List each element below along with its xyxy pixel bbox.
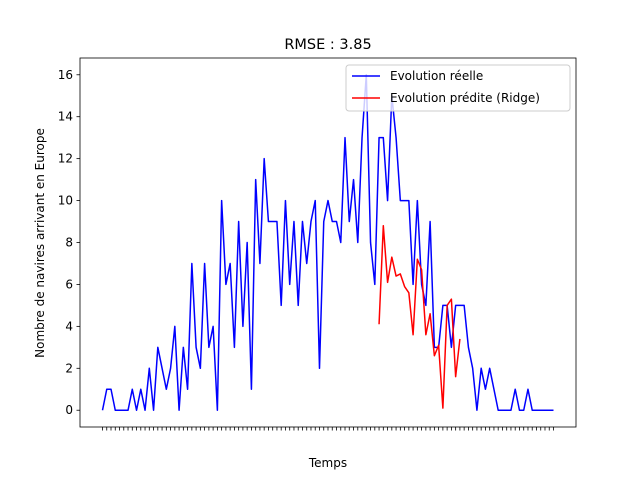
y-tick-label: 4 [65, 319, 73, 333]
x-axis-label: Temps [308, 456, 347, 470]
axes-layer: 0 2 4 6 8 10 12 14 16 [58, 57, 577, 431]
legend-frame [345, 64, 571, 112]
y-tick-label: 16 [58, 68, 73, 82]
y-tick-label: 14 [58, 110, 73, 124]
y-tick-label: 10 [58, 194, 73, 208]
y-tick-label: 2 [65, 361, 73, 375]
legend-label-0: Evolution réelle [390, 69, 483, 83]
legend-label-1: Evolution prédite (Ridge) [390, 91, 540, 105]
y-axis-label: Nombre de navires arrivant en Europe [33, 128, 47, 358]
y-tick-label: 0 [65, 403, 73, 417]
y-tick-label: 6 [65, 277, 73, 291]
plot-layer [101, 74, 554, 411]
series-line-1 [378, 224, 461, 409]
legend: Evolution réelle Evolution prédite (Ridge… [345, 64, 571, 112]
y-tick-label: 8 [65, 236, 73, 250]
y-tick-label: 12 [58, 152, 73, 166]
series-line-0 [101, 74, 554, 411]
chart-title: RMSE : 3.85 [284, 37, 371, 53]
